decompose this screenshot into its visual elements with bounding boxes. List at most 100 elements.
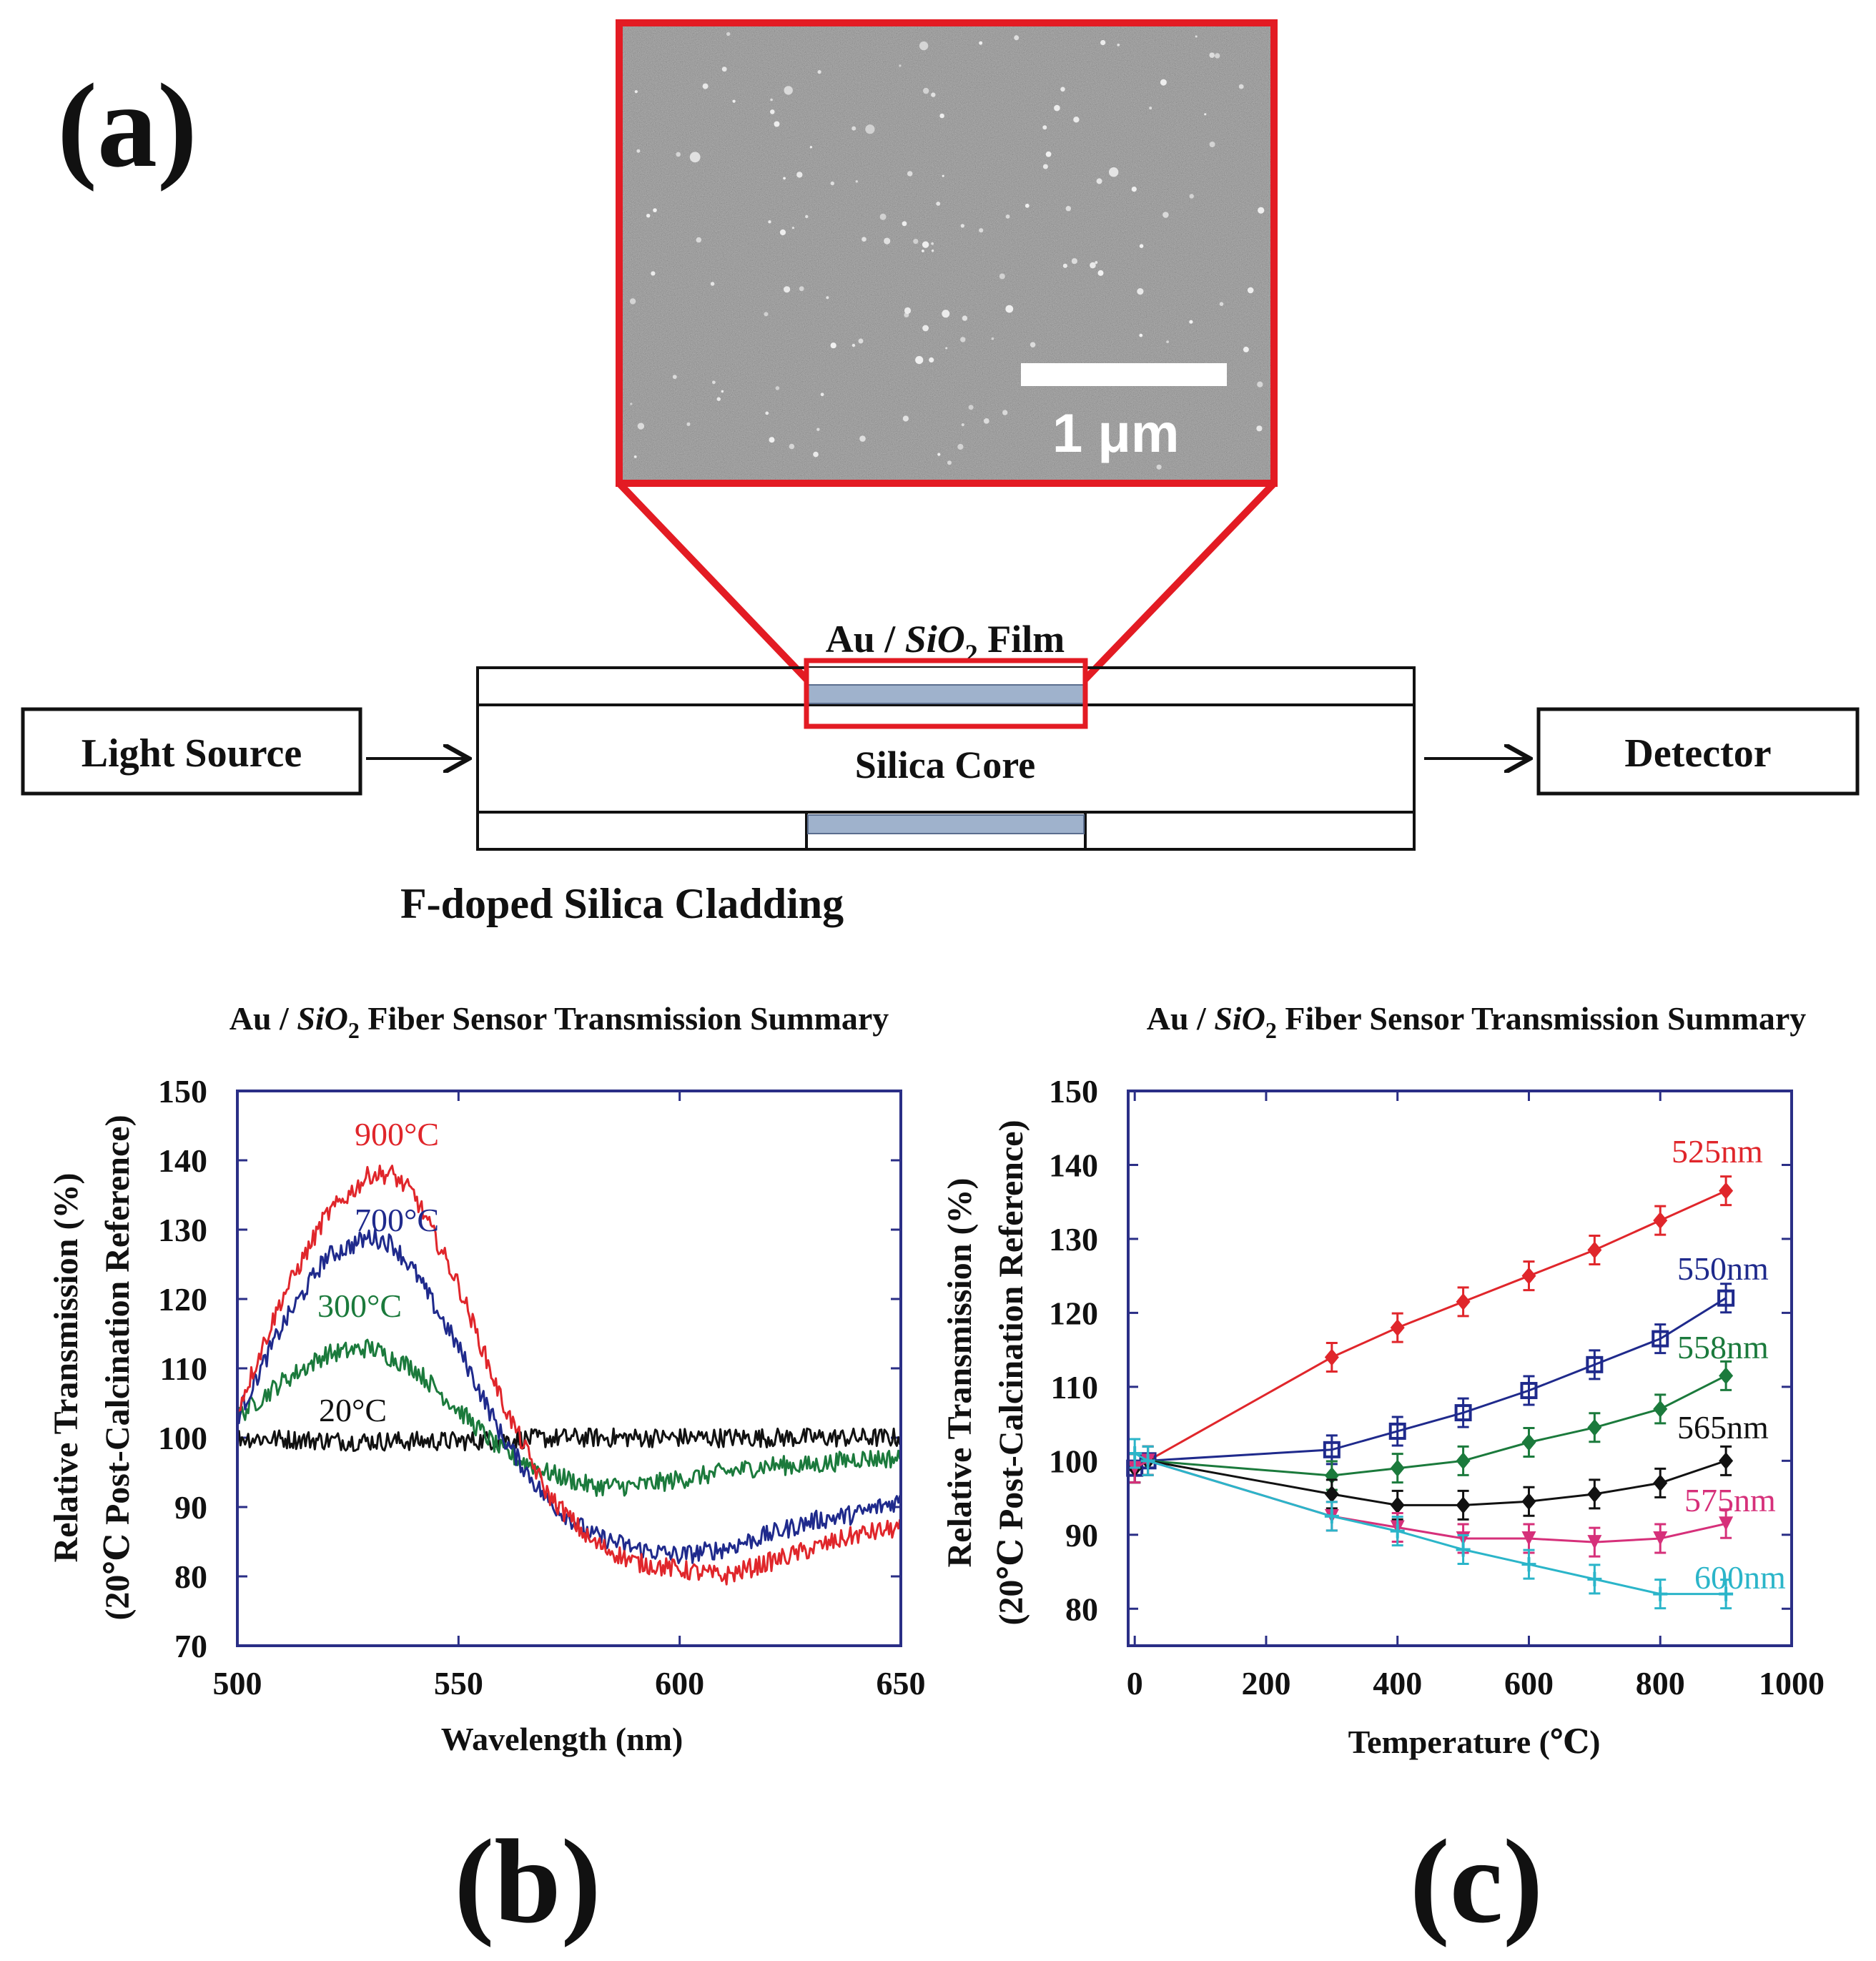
chart-b-ylabel-1: Relative Transmission (%) — [47, 1173, 85, 1563]
sem-particle — [817, 70, 821, 74]
sem-particle — [783, 177, 786, 180]
sem-particle — [1256, 425, 1263, 432]
sem-particle — [1030, 342, 1036, 348]
sem-particle — [1137, 288, 1144, 295]
sem-particle — [907, 171, 913, 177]
sem-particle — [1204, 113, 1207, 116]
sem-particle — [1073, 117, 1080, 123]
chart-b-annotation-900: 900°C — [355, 1116, 439, 1152]
chart-b-series — [236, 1165, 902, 1586]
chart-c-annotation-600: 600nm — [1694, 1559, 1786, 1596]
sem-particle — [779, 229, 786, 236]
sem-particle — [942, 310, 950, 318]
y-tick-label: 140 — [1049, 1147, 1098, 1183]
data-point — [1587, 1418, 1602, 1436]
x-tick-label: 200 — [1241, 1665, 1290, 1701]
sem-particle — [968, 405, 974, 410]
data-point — [1719, 1367, 1734, 1385]
sem-particle — [805, 214, 809, 219]
sem-particle — [809, 146, 813, 149]
panel-label-b: (b) — [454, 1815, 601, 1948]
data-point — [1717, 1289, 1735, 1307]
chart-c-annotation-550: 550nm — [1677, 1250, 1769, 1287]
chart-b: Au / SiO2 Fiber Sensor Transmission Summ… — [47, 1000, 926, 1757]
series-line-558nm — [1134, 1374, 1727, 1477]
sem-particle — [922, 241, 929, 248]
sem-particle — [1189, 320, 1193, 324]
sem-particle — [636, 149, 641, 153]
data-point — [1324, 1485, 1339, 1503]
data-point — [1653, 1531, 1668, 1546]
chart-b-annotation-700: 700°C — [355, 1202, 439, 1238]
data-point — [1719, 1182, 1734, 1200]
sem-particle — [929, 357, 934, 363]
sem-particle — [799, 286, 804, 292]
sem-particle — [915, 356, 924, 365]
scale-bar — [1021, 363, 1227, 386]
sem-particle — [1025, 203, 1030, 208]
sem-particle — [1162, 212, 1169, 218]
sem-particle — [1071, 258, 1077, 265]
au-film-bottom — [807, 814, 1085, 834]
data-point — [1521, 1433, 1536, 1451]
sem-particle — [774, 121, 780, 127]
sem-particle — [922, 250, 924, 252]
sem-particle — [726, 31, 731, 36]
sem-particle — [855, 180, 859, 183]
x-tick-label: 1000 — [1759, 1665, 1825, 1701]
sem-particle — [961, 423, 964, 427]
x-tick-label: 600 — [655, 1665, 704, 1701]
sem-particle — [991, 337, 994, 340]
sem-particle — [630, 402, 633, 405]
data-point — [1586, 1355, 1604, 1373]
film-highlight-box — [804, 658, 1088, 729]
sem-particle — [764, 312, 769, 317]
sem-particle — [784, 286, 791, 293]
sem-particle — [769, 437, 775, 443]
chart-b-annotation-300: 300°C — [317, 1288, 402, 1324]
chart-b-ticks: 500 550 600 650 70 80 90 100 110 120 130 140 150 — [158, 1073, 926, 1701]
sem-particle — [936, 202, 941, 206]
sem-particle — [858, 338, 864, 344]
y-tick-label: 90 — [174, 1489, 207, 1526]
data-point — [1324, 1508, 1339, 1523]
sem-particle — [1060, 87, 1065, 92]
sem-particle — [1139, 333, 1143, 337]
data-point — [1456, 1293, 1471, 1310]
chart-c-annotation-525: 525nm — [1672, 1133, 1763, 1170]
x-tick-label: 650 — [877, 1665, 926, 1701]
sem-particle — [791, 227, 794, 229]
data-point — [1719, 1516, 1734, 1531]
data-point — [1127, 1446, 1142, 1461]
sem-particle — [629, 298, 636, 305]
chart-c: Au / SiO2 Fiber Sensor Transmission Summ… — [941, 1000, 1825, 1760]
sem-particle — [1054, 104, 1060, 112]
light-source-label: Light Source — [82, 731, 302, 776]
y-tick-label: 70 — [174, 1628, 207, 1664]
sem-particle — [1189, 194, 1194, 199]
sem-particle — [979, 41, 983, 45]
sem-particle — [1096, 178, 1102, 184]
sem-particle — [947, 460, 952, 465]
sem-particle — [902, 221, 907, 227]
sem-particle — [1097, 270, 1104, 276]
sem-particle — [784, 86, 793, 95]
chart-c-xlabel: Temperature (℃) — [1348, 1724, 1601, 1760]
sem-particle — [1095, 261, 1098, 265]
chart-b-xlabel: Wavelength (nm) — [441, 1721, 683, 1757]
detector-box — [1536, 707, 1860, 796]
sem-particle — [865, 124, 875, 134]
data-point — [1388, 1422, 1406, 1440]
sem-particle — [1065, 206, 1072, 212]
sem-particle — [653, 208, 657, 212]
sem-particle — [931, 92, 936, 97]
y-tick-label: 80 — [1065, 1591, 1098, 1627]
sem-particle — [1195, 35, 1198, 38]
sem-particle — [931, 250, 934, 252]
au-film-top — [806, 684, 1086, 704]
data-point — [1652, 1330, 1669, 1348]
data-point — [1456, 1542, 1471, 1557]
sem-particle — [689, 152, 701, 163]
